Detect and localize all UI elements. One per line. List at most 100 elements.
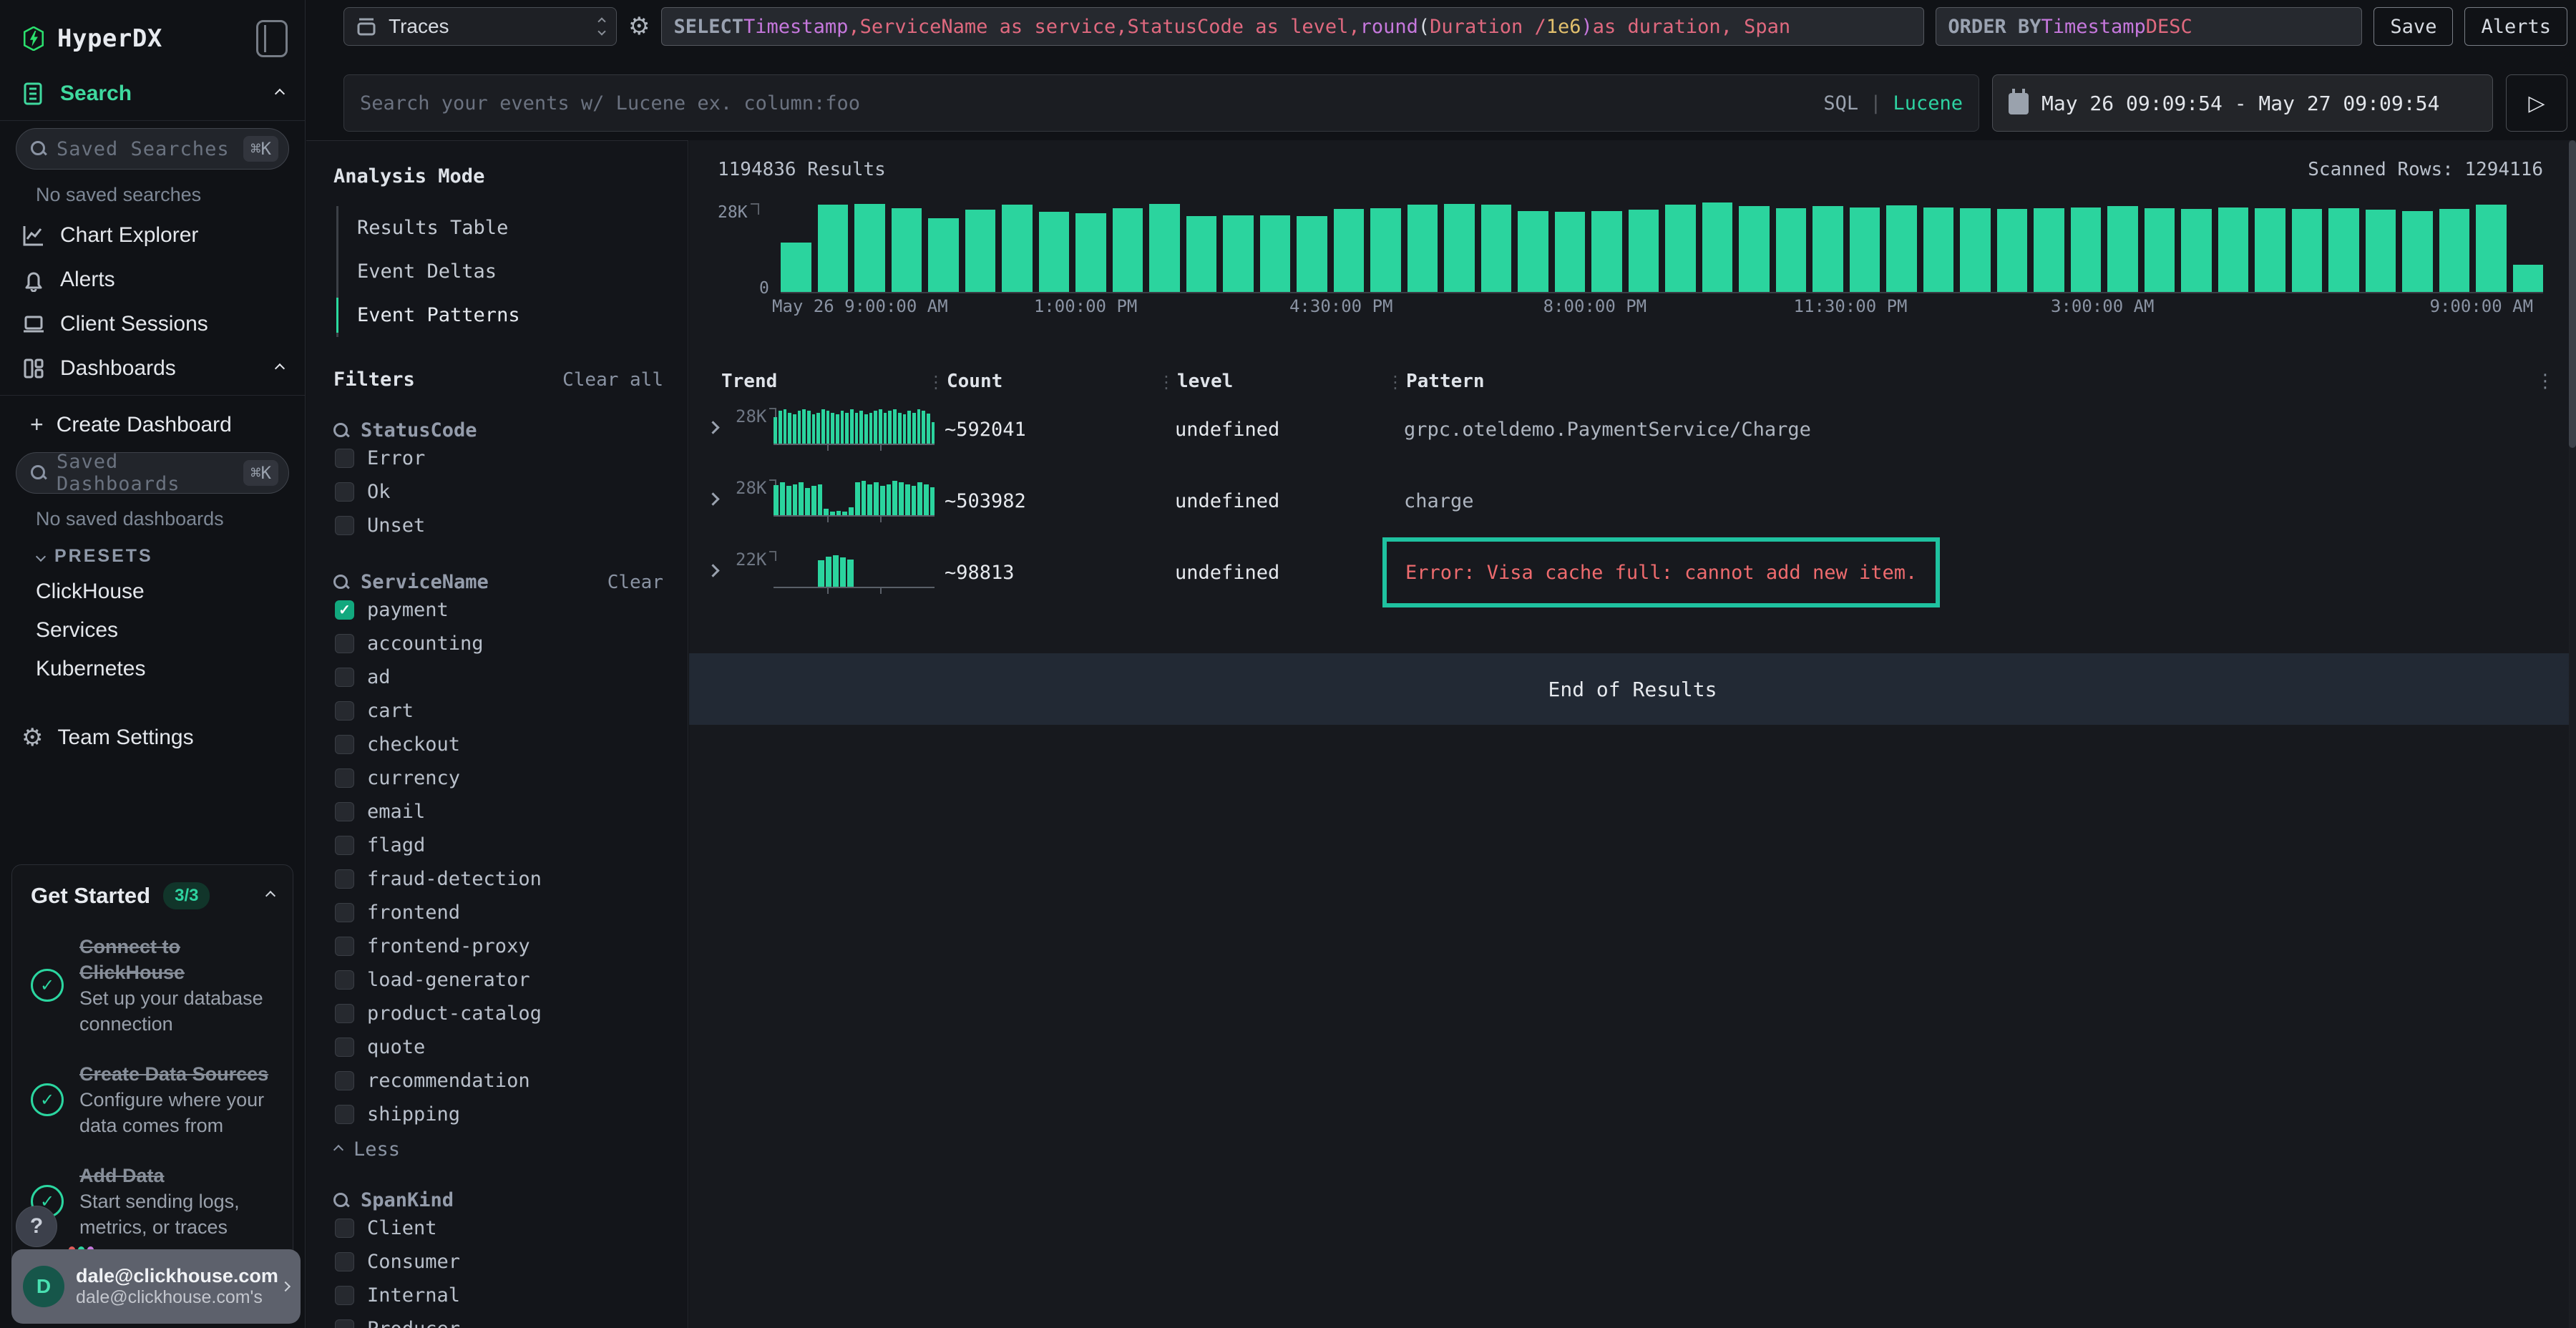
analysis-mode-results-table[interactable]: Results Table xyxy=(338,206,663,250)
filter-option-recommendation[interactable]: recommendation xyxy=(333,1064,663,1098)
filter-option-fraud-detection[interactable]: fraud-detection xyxy=(333,862,663,896)
histogram-bar[interactable] xyxy=(1813,206,1843,292)
filter-option-consumer[interactable]: Consumer xyxy=(333,1245,663,1279)
date-range-picker[interactable]: May 26 09:09:54 - May 27 09:09:54 xyxy=(1992,74,2493,132)
column-header-count[interactable]: Count xyxy=(947,371,1002,392)
histogram-bar[interactable] xyxy=(1850,208,1880,292)
histogram-bar[interactable] xyxy=(1260,215,1291,292)
order-by-input[interactable]: ORDER BY Timestamp DESC xyxy=(1936,7,2362,46)
histogram-bar[interactable] xyxy=(1002,205,1033,292)
histogram-bar[interactable] xyxy=(2255,208,2285,292)
filter-option-client[interactable]: Client xyxy=(333,1211,663,1245)
row-expand-chevron[interactable] xyxy=(700,423,736,436)
error-pattern-highlight-box[interactable]: Error: Visa cache full: cannot add new i… xyxy=(1382,537,1940,607)
histogram-bar[interactable] xyxy=(818,205,849,292)
saved-dashboards-input[interactable]: Saved Dashboards ⌘K xyxy=(16,452,289,494)
histogram-bar[interactable] xyxy=(928,218,959,292)
sidebar-item-search[interactable]: Search xyxy=(0,72,305,116)
filter-option-load-generator[interactable]: load-generator xyxy=(333,963,663,997)
alerts-button[interactable]: Alerts xyxy=(2464,7,2567,46)
sidebar-item-client-sessions[interactable]: Client Sessions xyxy=(0,302,305,346)
get-started-header[interactable]: Get Started 3/3 xyxy=(31,882,274,909)
histogram-bar[interactable] xyxy=(892,208,922,292)
table-menu-icon[interactable]: ⋮ xyxy=(2536,371,2555,392)
histogram-bar[interactable] xyxy=(1407,205,1438,292)
histogram-bar[interactable] xyxy=(1334,209,1365,292)
filter-option-ad[interactable]: ad xyxy=(333,660,663,694)
filter-option-accounting[interactable]: accounting xyxy=(333,627,663,660)
histogram-bar[interactable] xyxy=(1739,206,1770,292)
histogram-bar[interactable] xyxy=(1923,208,1954,292)
column-drag-handle-icon[interactable]: ⋮ xyxy=(1387,372,1404,392)
get-started-item[interactable]: ✓Add DataStart sending logs, metrics, or… xyxy=(31,1163,274,1240)
histogram-bars[interactable] xyxy=(781,202,2543,293)
checkbox[interactable] xyxy=(335,1219,354,1238)
histogram-bar[interactable] xyxy=(2402,211,2433,292)
show-less-toggle[interactable]: Less xyxy=(333,1131,663,1161)
help-button[interactable]: ? xyxy=(16,1206,57,1247)
histogram-bar[interactable] xyxy=(965,210,996,292)
histogram-bar[interactable] xyxy=(2439,209,2470,292)
filter-option-quote[interactable]: quote xyxy=(333,1030,663,1064)
histogram-bar[interactable] xyxy=(854,204,885,292)
histogram-bar[interactable] xyxy=(2107,206,2138,292)
sidebar-item-team-settings[interactable]: ⚙ Team Settings xyxy=(0,716,305,760)
histogram-bar[interactable] xyxy=(2292,209,2323,292)
histogram-bar[interactable] xyxy=(1223,215,1254,292)
histogram-bar[interactable] xyxy=(2513,265,2544,292)
histogram-bar[interactable] xyxy=(2218,208,2249,292)
analysis-mode-event-deltas[interactable]: Event Deltas xyxy=(338,250,663,293)
checkbox[interactable]: ✓ xyxy=(335,600,354,620)
histogram-bar[interactable] xyxy=(1886,205,1917,292)
source-select[interactable]: Traces xyxy=(343,7,617,46)
histogram-bar[interactable] xyxy=(1075,213,1106,292)
checkbox[interactable] xyxy=(335,634,354,653)
checkbox[interactable] xyxy=(335,1038,354,1057)
sidebar-preset-services[interactable]: Services xyxy=(0,611,305,650)
histogram-bar[interactable] xyxy=(1555,212,1586,292)
checkbox[interactable] xyxy=(335,449,354,468)
histogram-bar[interactable] xyxy=(1776,208,1807,292)
histogram-bar[interactable] xyxy=(2328,208,2359,292)
histogram-bar[interactable] xyxy=(1960,208,1991,292)
page-scrollbar[interactable] xyxy=(2569,140,2576,1328)
column-header-trend[interactable]: Trend xyxy=(721,371,777,392)
user-menu[interactable]: D dale@clickhouse.com dale@clickhouse.co… xyxy=(11,1249,301,1324)
select-clause-input[interactable]: SELECT Timestamp, ServiceName as service… xyxy=(661,7,1924,46)
histogram-bar[interactable] xyxy=(1186,216,1217,292)
checkbox[interactable] xyxy=(335,701,354,721)
checkbox[interactable] xyxy=(335,735,354,754)
sidebar-preset-clickhouse[interactable]: ClickHouse xyxy=(0,572,305,611)
sidebar-item-alerts[interactable]: Alerts xyxy=(0,258,305,302)
histogram-bar[interactable] xyxy=(1444,204,1475,292)
histogram-bar[interactable] xyxy=(2034,208,2064,292)
histogram-bar[interactable] xyxy=(1039,212,1070,292)
filter-option-checkout[interactable]: checkout xyxy=(333,728,663,761)
saved-searches-input[interactable]: Saved Searches ⌘K xyxy=(16,128,289,170)
histogram-bar[interactable] xyxy=(1591,211,1622,292)
column-drag-handle-icon[interactable]: ⋮ xyxy=(1158,372,1175,392)
table-row[interactable]: 28K~592041undefinedgrpc.oteldemo.Payment… xyxy=(700,394,2562,465)
filter-option-ok[interactable]: Ok xyxy=(333,475,663,509)
table-row[interactable]: 22K~98813undefinedError: Visa cache full… xyxy=(700,537,2562,608)
presets-toggle[interactable]: PRESETS xyxy=(0,537,305,572)
histogram-bar[interactable] xyxy=(781,243,811,292)
histogram-bar[interactable] xyxy=(1629,210,1659,292)
histogram-bar[interactable] xyxy=(1149,204,1180,292)
column-header-level[interactable]: level xyxy=(1177,371,1233,392)
filter-option-unset[interactable]: Unset xyxy=(333,509,663,542)
filter-option-payment[interactable]: ✓payment xyxy=(333,593,663,627)
create-dashboard-button[interactable]: + Create Dashboard xyxy=(0,400,305,445)
filter-option-flagd[interactable]: flagd xyxy=(333,829,663,862)
checkbox[interactable] xyxy=(335,1252,354,1271)
row-expand-chevron[interactable] xyxy=(700,494,736,507)
event-search-box[interactable]: SQL | Lucene xyxy=(343,74,1979,132)
column-header-pattern[interactable]: Pattern xyxy=(1406,371,1485,392)
checkbox[interactable] xyxy=(335,903,354,922)
histogram-bar[interactable] xyxy=(2071,208,2102,292)
checkbox[interactable] xyxy=(335,1105,354,1124)
clear-all-link[interactable]: Clear all xyxy=(562,369,663,391)
checkbox[interactable] xyxy=(335,1319,354,1328)
checkbox[interactable] xyxy=(335,668,354,687)
sidebar-preset-kubernetes[interactable]: Kubernetes xyxy=(0,650,305,688)
